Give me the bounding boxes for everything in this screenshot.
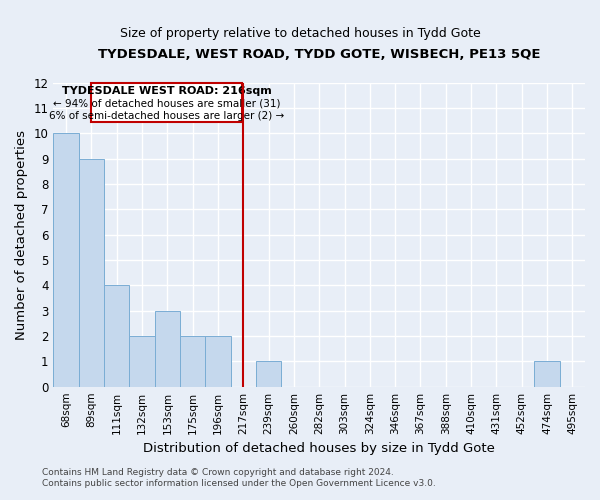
X-axis label: Distribution of detached houses by size in Tydd Gote: Distribution of detached houses by size … bbox=[143, 442, 495, 455]
Bar bbox=[79, 158, 104, 386]
Bar bbox=[535, 362, 560, 386]
FancyBboxPatch shape bbox=[91, 82, 242, 122]
Bar bbox=[256, 362, 281, 386]
Y-axis label: Number of detached properties: Number of detached properties bbox=[15, 130, 28, 340]
Bar bbox=[180, 336, 205, 386]
Bar bbox=[130, 336, 155, 386]
Text: 6% of semi-detached houses are larger (2) →: 6% of semi-detached houses are larger (2… bbox=[49, 111, 284, 121]
Title: TYDESDALE, WEST ROAD, TYDD GOTE, WISBECH, PE13 5QE: TYDESDALE, WEST ROAD, TYDD GOTE, WISBECH… bbox=[98, 48, 541, 60]
Bar bbox=[155, 310, 180, 386]
Text: TYDESDALE WEST ROAD: 216sqm: TYDESDALE WEST ROAD: 216sqm bbox=[62, 86, 272, 96]
Text: Contains HM Land Registry data © Crown copyright and database right 2024.
Contai: Contains HM Land Registry data © Crown c… bbox=[42, 468, 436, 487]
Bar bbox=[53, 133, 79, 386]
Bar bbox=[104, 286, 130, 386]
Text: ← 94% of detached houses are smaller (31): ← 94% of detached houses are smaller (31… bbox=[53, 98, 280, 108]
Bar bbox=[205, 336, 230, 386]
Text: Size of property relative to detached houses in Tydd Gote: Size of property relative to detached ho… bbox=[119, 28, 481, 40]
